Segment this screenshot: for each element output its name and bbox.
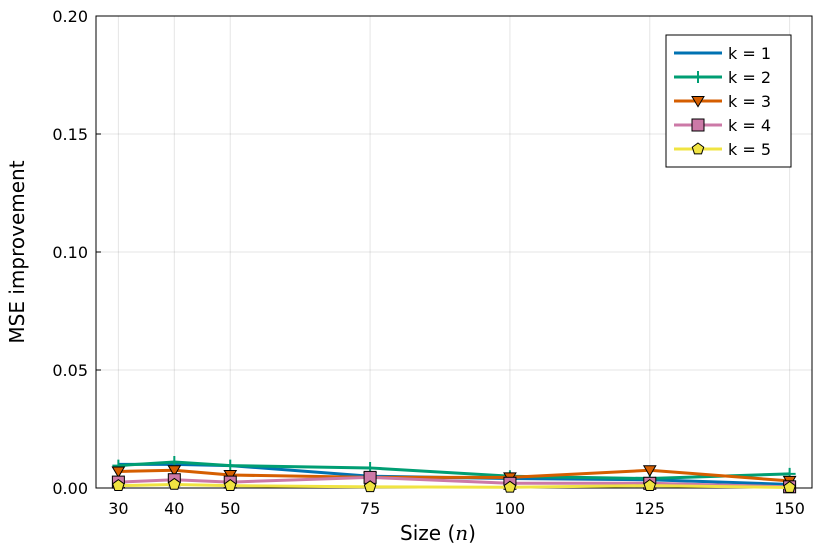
x-tick-label: 30 bbox=[108, 499, 128, 518]
x-tick-label: 50 bbox=[220, 499, 240, 518]
legend: k = 1 k = 2 k = 3 k = 4 k = 5 bbox=[665, 34, 792, 168]
y-tick-label: 0.10 bbox=[52, 243, 88, 262]
legend-label: k = 4 bbox=[728, 116, 771, 135]
y-tick-label: 0.05 bbox=[52, 361, 88, 380]
legend-label: k = 2 bbox=[728, 68, 771, 87]
series-k-5 bbox=[112, 477, 796, 493]
legend-entry: k = 4 bbox=[674, 116, 771, 135]
data-point bbox=[111, 466, 126, 479]
x-tick-label: 150 bbox=[774, 499, 805, 518]
legend-swatch-marker bbox=[692, 71, 704, 83]
x-axis-title-variable: n bbox=[455, 521, 468, 545]
x-axis-title: Size (n) bbox=[400, 521, 476, 545]
legend-entry: k = 2 bbox=[674, 68, 771, 87]
legend-entry: k = 3 bbox=[674, 92, 771, 111]
data-point bbox=[363, 480, 377, 493]
legend-label: k = 3 bbox=[728, 92, 771, 111]
x-tick-label: 40 bbox=[164, 499, 184, 518]
data-point bbox=[167, 465, 182, 477]
y-axis-title: MSE improvement bbox=[5, 160, 29, 343]
x-axis-title-close: ) bbox=[468, 521, 476, 545]
legend-entry: k = 1 bbox=[674, 44, 771, 63]
x-tick-label: 100 bbox=[495, 499, 526, 518]
data-point bbox=[168, 477, 181, 490]
legend-entry: k = 5 bbox=[674, 140, 771, 159]
legend-swatch-marker bbox=[691, 118, 705, 132]
data-point bbox=[224, 459, 237, 472]
data-point bbox=[643, 479, 657, 491]
legend-label: k = 1 bbox=[728, 44, 771, 63]
x-tick-label: 125 bbox=[635, 499, 666, 518]
data-point bbox=[503, 480, 517, 493]
data-point bbox=[112, 479, 125, 491]
series bbox=[111, 456, 797, 494]
legend-label: k = 5 bbox=[728, 140, 771, 159]
legend-swatch-marker bbox=[691, 142, 705, 155]
y-tick-label: 0.00 bbox=[52, 479, 88, 498]
axis-ticks: 30 40 50 75 100 125 150 0.00 0.05 0.10 0.15 0.20 bbox=[52, 7, 805, 518]
data-point bbox=[223, 479, 237, 491]
y-tick-label: 0.20 bbox=[52, 7, 88, 26]
series-line bbox=[118, 482, 790, 490]
data-point bbox=[783, 480, 796, 493]
x-tick-label: 75 bbox=[360, 499, 380, 518]
legend-swatch-marker bbox=[691, 96, 705, 108]
x-axis-title-text: Size ( bbox=[400, 521, 455, 545]
data-point bbox=[642, 465, 657, 477]
y-tick-label: 0.15 bbox=[52, 125, 88, 144]
